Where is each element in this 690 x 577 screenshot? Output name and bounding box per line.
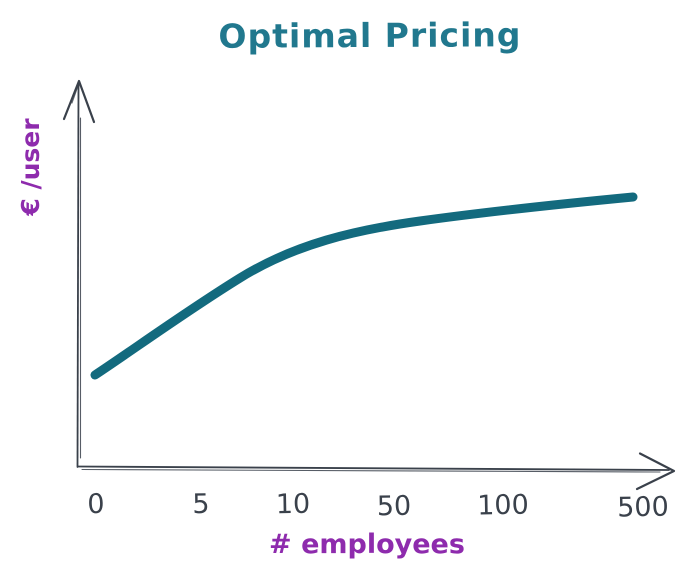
y-axis-line bbox=[76, 83, 80, 468]
x-tick-label-5: 5 bbox=[192, 488, 210, 521]
x-tick-label-10: 10 bbox=[275, 488, 311, 521]
price-curve bbox=[90, 192, 638, 380]
x-axis-arrowhead bbox=[635, 452, 676, 491]
x-axis-line bbox=[77, 465, 670, 471]
x-tick-label-500: 500 bbox=[616, 491, 670, 524]
x-axis-arrowhead-echo bbox=[647, 456, 669, 469]
y-axis-arrowhead bbox=[62, 79, 96, 124]
y-axis-arrowhead-echo bbox=[71, 85, 79, 104]
x-axis-line-echo bbox=[81, 468, 661, 473]
x-axis-label: # employees bbox=[269, 529, 465, 560]
x-tick-label-50: 50 bbox=[376, 490, 412, 523]
x-tick-label-100: 100 bbox=[476, 489, 530, 522]
y-axis bbox=[62, 79, 96, 468]
x-tick-label-0: 0 bbox=[87, 488, 105, 521]
x-axis bbox=[77, 452, 676, 491]
